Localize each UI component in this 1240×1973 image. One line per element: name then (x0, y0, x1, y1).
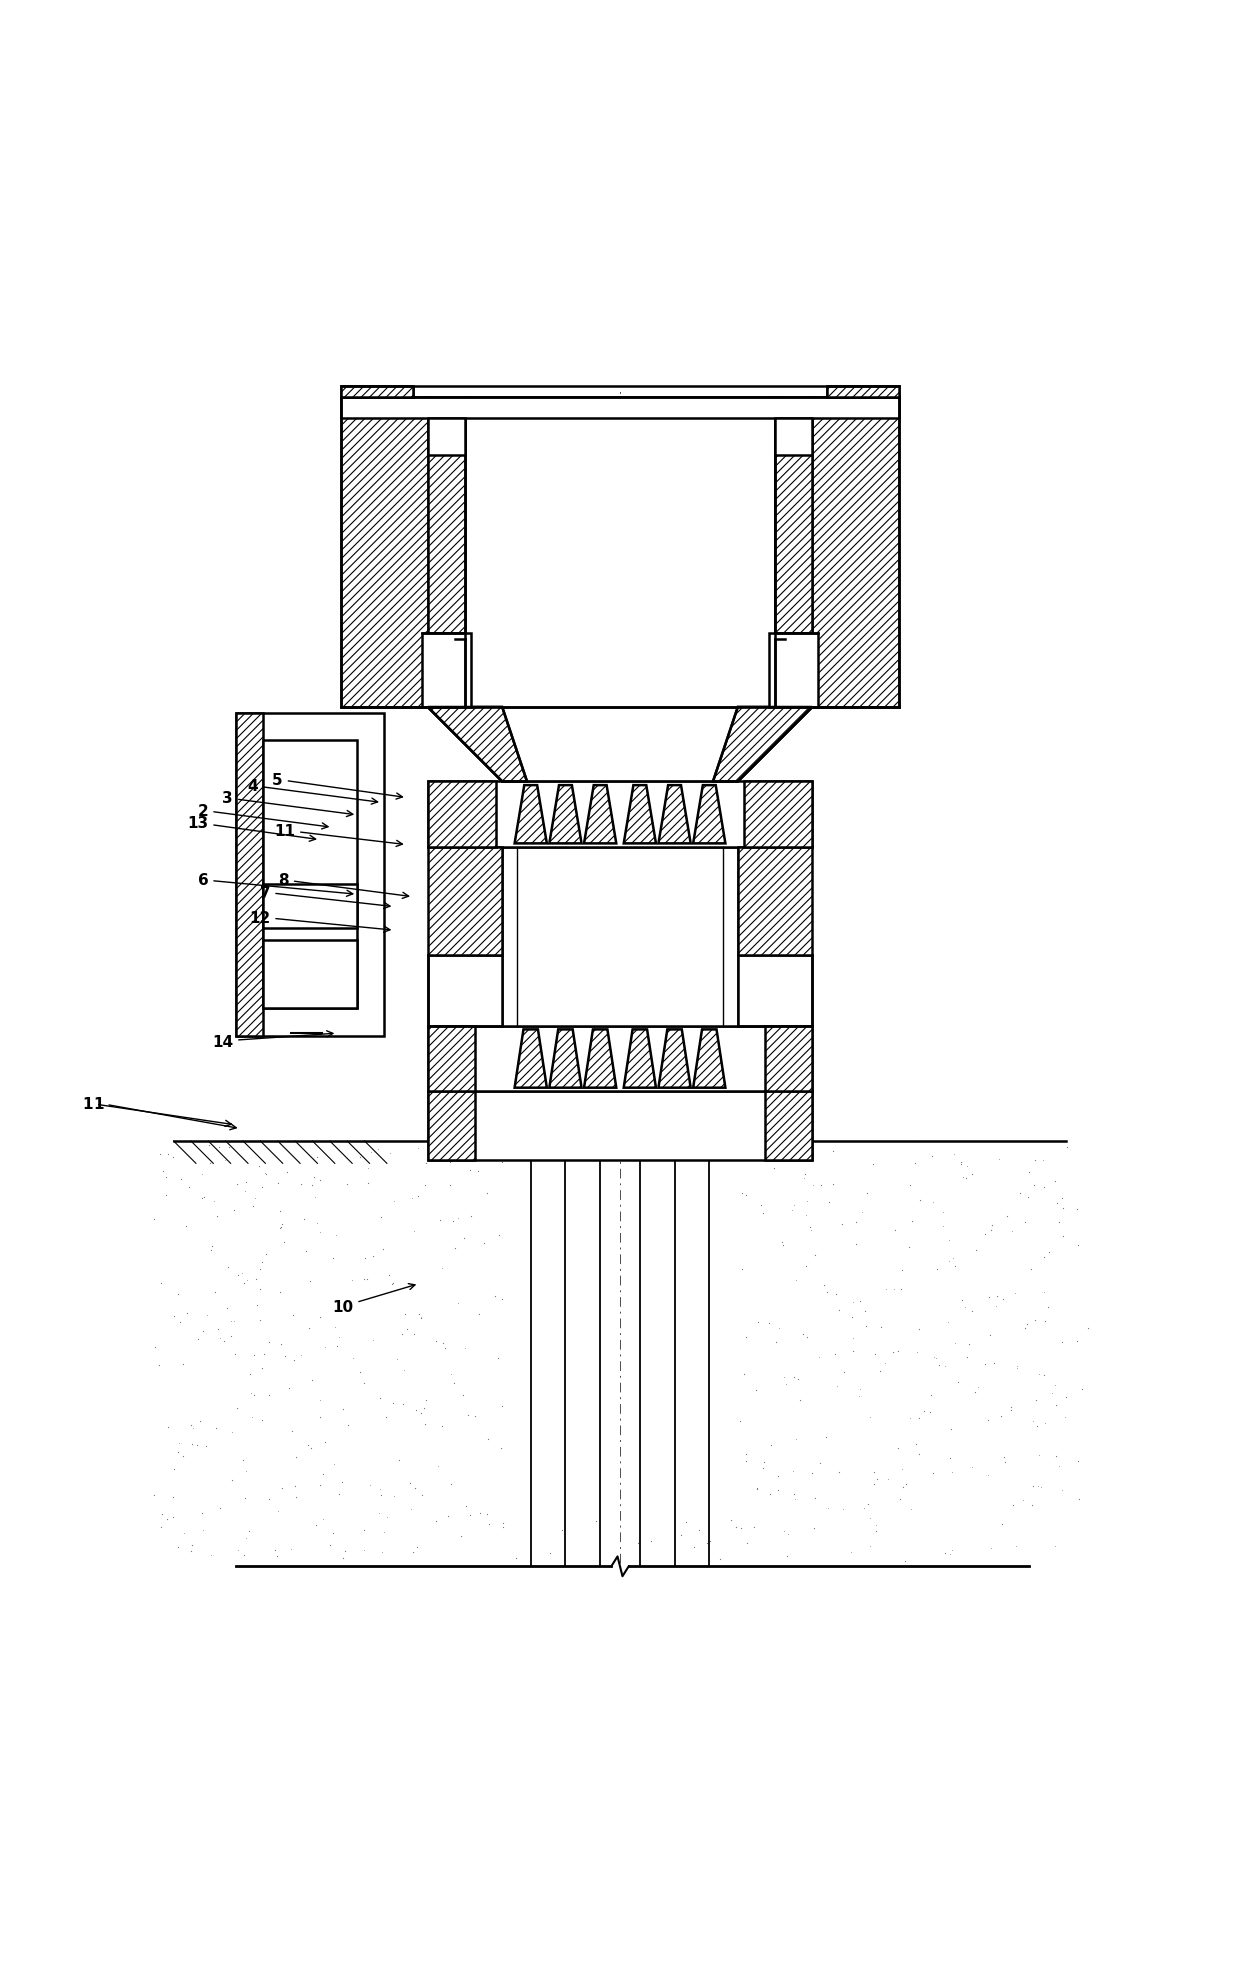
Bar (341, 399, 428, 708)
Bar (775, 399, 812, 633)
Bar (775, 418, 812, 456)
Polygon shape (658, 785, 691, 844)
Text: 8: 8 (278, 872, 409, 900)
Bar (263, 884, 357, 927)
Bar (502, 848, 738, 1026)
Polygon shape (693, 1030, 725, 1089)
Bar (236, 714, 384, 1036)
Text: 12: 12 (249, 910, 391, 933)
Bar (428, 1091, 812, 1160)
Bar (236, 714, 263, 1036)
Text: 7: 7 (259, 886, 391, 910)
Bar (738, 848, 812, 955)
Polygon shape (658, 1030, 691, 1089)
Bar (428, 1091, 475, 1160)
Text: 3: 3 (222, 791, 353, 817)
Bar (827, 387, 899, 399)
Text: 14: 14 (212, 1032, 334, 1050)
Bar (341, 387, 413, 399)
Polygon shape (549, 785, 582, 844)
Bar (341, 399, 899, 418)
Polygon shape (713, 708, 812, 781)
Bar (827, 387, 899, 399)
Bar (769, 633, 818, 708)
Polygon shape (428, 708, 812, 781)
Bar (428, 1026, 475, 1091)
Text: 1: 1 (93, 1095, 237, 1131)
Bar (428, 781, 496, 848)
Bar (428, 418, 465, 456)
Bar (738, 955, 812, 1026)
Bar (263, 742, 357, 1008)
Bar (465, 399, 775, 708)
Bar (428, 848, 502, 955)
Text: 10: 10 (332, 1284, 415, 1314)
Polygon shape (624, 1030, 656, 1089)
Text: 13: 13 (187, 817, 316, 842)
Bar (428, 399, 465, 633)
Text: 2: 2 (197, 803, 329, 829)
Bar (341, 399, 899, 708)
Bar (428, 1026, 812, 1091)
Bar (422, 633, 471, 708)
Text: 6: 6 (197, 872, 353, 898)
Polygon shape (515, 785, 547, 844)
Text: 1: 1 (83, 1095, 232, 1127)
Bar (744, 781, 812, 848)
Polygon shape (584, 1030, 616, 1089)
Polygon shape (584, 785, 616, 844)
Bar (341, 387, 413, 399)
Bar (812, 399, 899, 708)
Polygon shape (549, 1030, 582, 1089)
Polygon shape (624, 785, 656, 844)
Bar (263, 941, 357, 1008)
Bar (428, 955, 502, 1026)
Bar (765, 1026, 812, 1091)
Bar (428, 781, 812, 848)
Polygon shape (693, 785, 725, 844)
Text: 11: 11 (274, 823, 403, 846)
Polygon shape (515, 1030, 547, 1089)
Text: 5: 5 (272, 773, 403, 799)
Bar (765, 1091, 812, 1160)
Polygon shape (428, 708, 527, 781)
Text: 4: 4 (247, 779, 378, 805)
